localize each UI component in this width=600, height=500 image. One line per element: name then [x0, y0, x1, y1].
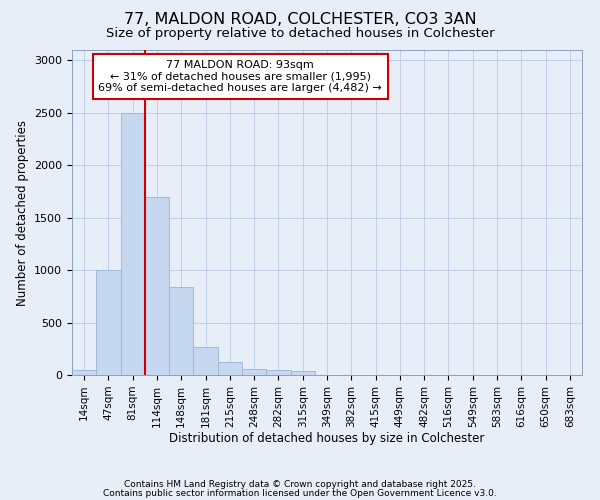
Bar — [72, 370, 96, 375]
Bar — [145, 197, 169, 375]
Bar — [193, 346, 218, 375]
Bar — [218, 362, 242, 375]
X-axis label: Distribution of detached houses by size in Colchester: Distribution of detached houses by size … — [169, 432, 485, 446]
Bar — [169, 287, 193, 375]
Text: 77, MALDON ROAD, COLCHESTER, CO3 3AN: 77, MALDON ROAD, COLCHESTER, CO3 3AN — [124, 12, 476, 28]
Bar — [242, 369, 266, 375]
Bar — [290, 372, 315, 375]
Bar — [96, 270, 121, 375]
Bar — [266, 370, 290, 375]
Text: Contains HM Land Registry data © Crown copyright and database right 2025.: Contains HM Land Registry data © Crown c… — [124, 480, 476, 489]
Text: 77 MALDON ROAD: 93sqm
← 31% of detached houses are smaller (1,995)
69% of semi-d: 77 MALDON ROAD: 93sqm ← 31% of detached … — [98, 60, 382, 93]
Bar — [121, 113, 145, 375]
Text: Contains public sector information licensed under the Open Government Licence v3: Contains public sector information licen… — [103, 489, 497, 498]
Y-axis label: Number of detached properties: Number of detached properties — [16, 120, 29, 306]
Text: Size of property relative to detached houses in Colchester: Size of property relative to detached ho… — [106, 28, 494, 40]
